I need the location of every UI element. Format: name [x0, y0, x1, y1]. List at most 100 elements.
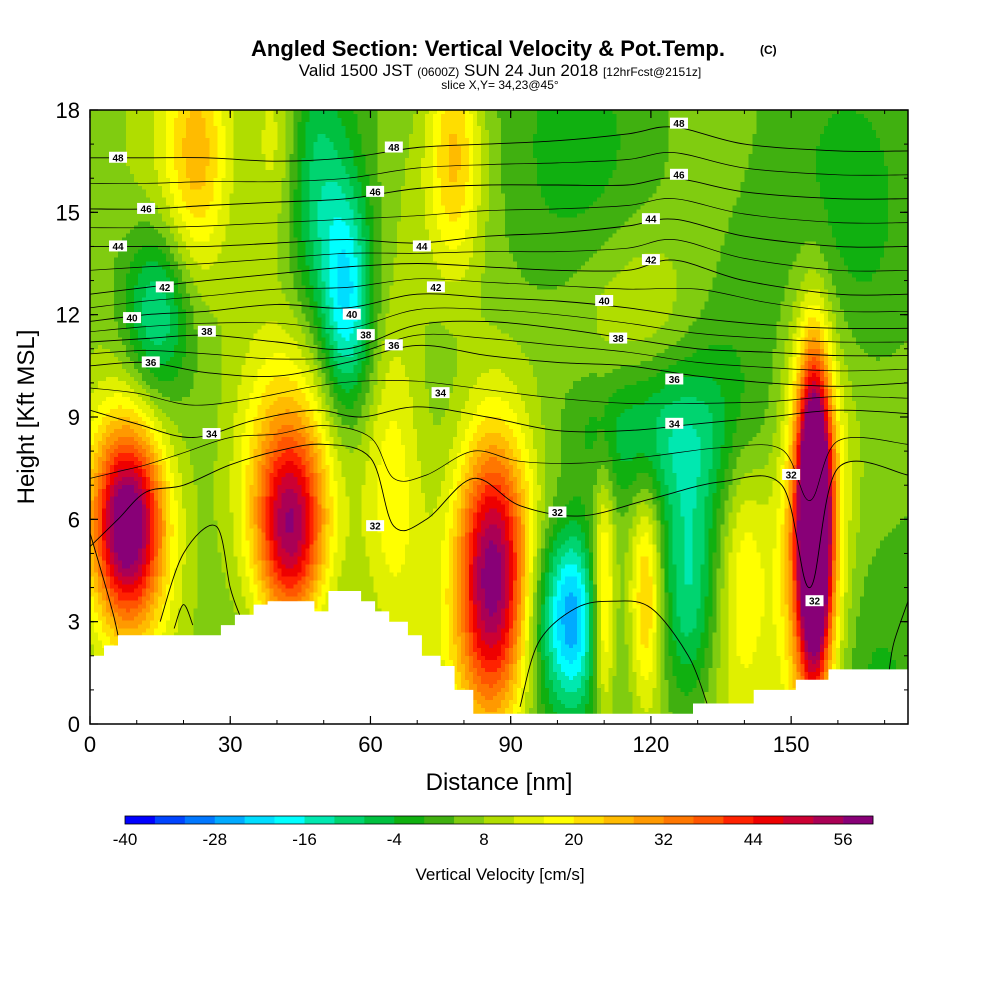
isentrope-32	[159, 524, 241, 622]
x-axis: 0 30 60 90 120 150	[84, 110, 886, 757]
contour-label: 34	[431, 387, 450, 400]
isentrope-46	[90, 177, 908, 210]
terrain-mask	[90, 591, 908, 724]
isentrope-32	[888, 601, 908, 670]
colorbar-swatch	[783, 816, 814, 824]
svg-text:40: 40	[599, 297, 611, 308]
colorbar-swatch	[603, 816, 634, 824]
isentrope-minor	[90, 307, 908, 343]
colorbar-swatch	[663, 816, 694, 824]
contour-label: 44	[412, 240, 431, 253]
colorbar-swatch	[394, 816, 425, 824]
x-tick-label: 30	[218, 732, 242, 757]
subtitle-utc: (0600Z)	[417, 65, 459, 79]
colorbar-swatch	[573, 816, 605, 824]
isentrope-32	[173, 604, 194, 629]
svg-text:38: 38	[201, 327, 213, 338]
x-tick-label: 60	[358, 732, 382, 757]
colorbar-swatch	[513, 816, 545, 824]
svg-text:48: 48	[388, 143, 400, 154]
isentrope-32	[90, 443, 908, 589]
colorbar-swatch	[334, 816, 365, 824]
svg-text:38: 38	[613, 334, 625, 345]
contour-label: 36	[384, 339, 403, 352]
y-tick-label: 6	[68, 507, 80, 532]
svg-text:48: 48	[673, 119, 685, 130]
y-tick-label: 15	[56, 200, 80, 225]
colorbar-tick-label: 44	[744, 830, 763, 849]
contour-label: 48	[109, 151, 128, 164]
velocity-field	[90, 110, 908, 724]
x-tick-label: 150	[773, 732, 810, 757]
contour-label: 48	[669, 117, 688, 130]
contour-label: 34	[665, 417, 684, 430]
isentrope-minor	[90, 198, 908, 229]
contour-label: 46	[366, 185, 385, 198]
contour-label: 34	[202, 428, 221, 441]
colorbar-swatch	[125, 816, 156, 824]
x-tick-label: 0	[84, 732, 96, 757]
contour-label: 42	[155, 281, 174, 294]
chart-title: Angled Section: Vertical Velocity & Pot.…	[251, 36, 725, 61]
isentrope-44	[90, 218, 908, 248]
colorbar-tick-label: 56	[834, 830, 853, 849]
svg-text:42: 42	[645, 256, 657, 267]
colorbar-swatch	[214, 816, 245, 824]
colorbar-swatch	[304, 816, 335, 824]
colorbar-swatch	[244, 816, 275, 824]
y-tick-label: 3	[68, 610, 80, 635]
contour-label: 32	[805, 595, 824, 608]
title-mark: (C)	[760, 43, 777, 57]
contour-label: 40	[123, 312, 142, 325]
contour-label: 32	[782, 468, 801, 481]
colorbar-swatch	[154, 816, 186, 824]
isentrope-32	[90, 532, 119, 636]
svg-text:46: 46	[673, 170, 685, 181]
x-tick-label: 120	[633, 732, 670, 757]
isentrope-minor	[90, 425, 908, 501]
subtitle-date: SUN 24 Jun 2018	[464, 61, 598, 80]
colorbar-tick-label: -4	[387, 830, 402, 849]
isentrope-32	[519, 600, 708, 708]
subtitle-prefix: Valid 1500 JST	[299, 61, 413, 80]
subtitle-fcst: [12hrFcst@2151z]	[603, 65, 701, 79]
isentrope-minor	[90, 379, 908, 406]
isentrope-minor	[90, 152, 908, 184]
colorbar-tick-label: 20	[564, 830, 583, 849]
contour-label: 40	[342, 308, 361, 321]
contour-label: 48	[384, 141, 403, 154]
colorbar-swatch	[364, 816, 395, 824]
svg-text:34: 34	[669, 419, 681, 430]
svg-text:46: 46	[370, 187, 382, 198]
colorbar-label: Vertical Velocity [cm/s]	[415, 865, 584, 884]
x-tick-label: 90	[498, 732, 522, 757]
isentrope-36	[90, 344, 908, 387]
y-tick-label: 0	[68, 712, 80, 737]
colorbar-swatch	[813, 816, 844, 824]
svg-text:34: 34	[206, 430, 218, 441]
y-tick-label: 18	[56, 98, 80, 123]
subtitle: Valid 1500 JST (0600Z) SUN 24 Jun 2018 […	[299, 61, 701, 80]
colorbar-tick-label: -40	[113, 830, 138, 849]
svg-text:32: 32	[809, 597, 821, 608]
contour-label: 44	[109, 240, 128, 253]
svg-text:42: 42	[159, 283, 171, 294]
svg-text:32: 32	[786, 470, 798, 481]
contour-label: 42	[641, 254, 660, 267]
y-axis-label: Height [Kft MSL]	[13, 330, 40, 505]
svg-text:36: 36	[388, 341, 400, 352]
svg-text:36: 36	[145, 358, 157, 369]
isentrope-minor	[90, 278, 908, 313]
colorbar-swatch	[723, 816, 754, 824]
colorbar-tick-label: 8	[479, 830, 488, 849]
contour-label: 42	[426, 281, 445, 294]
colorbar: -40 -28 -16 -4 8 20 32 44 56	[113, 815, 874, 849]
svg-text:44: 44	[416, 242, 428, 253]
isentrope-42	[90, 259, 908, 296]
colorbar-swatch	[753, 816, 784, 824]
svg-text:44: 44	[645, 215, 657, 226]
contour-label: 46	[137, 202, 156, 215]
